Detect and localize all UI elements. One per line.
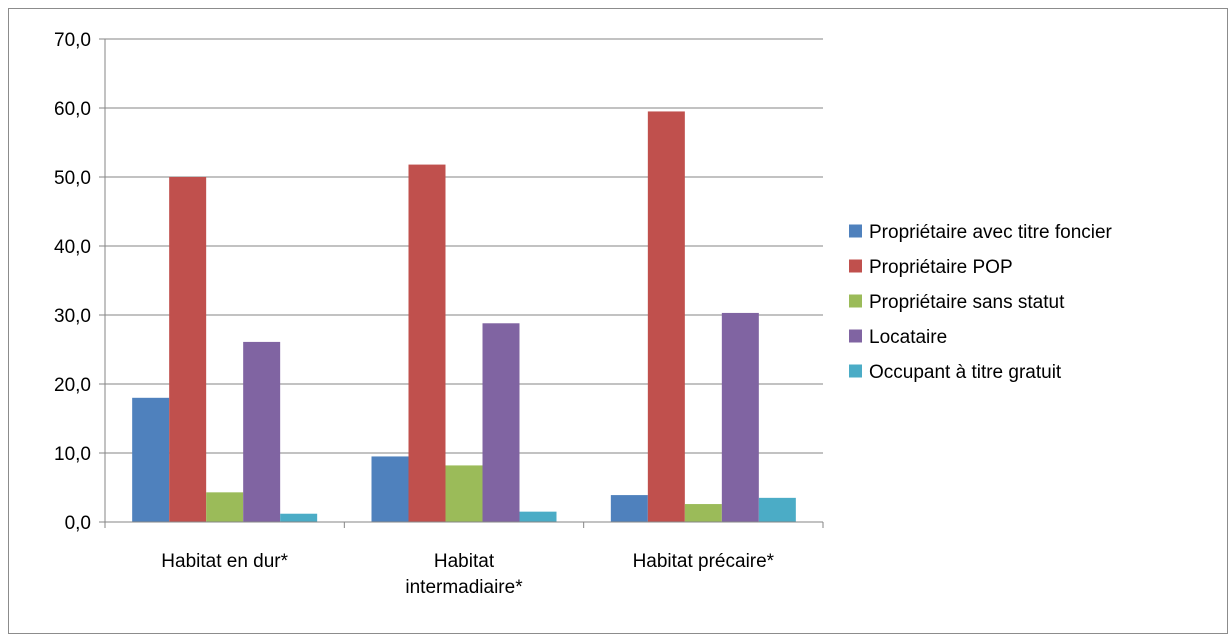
legend-label: Locataire [869, 327, 947, 348]
y-tick-label: 60,0 [54, 99, 91, 120]
axes [99, 38, 824, 528]
bars [132, 111, 796, 522]
y-tick-label: 0,0 [65, 513, 91, 534]
bar-occupant-titre-gratuit-1 [280, 513, 318, 522]
y-tick-label: 30,0 [54, 306, 91, 327]
bar-propri-taire-pop-3 [647, 111, 685, 522]
legend: Propriétaire avec titre foncier Propriéta… [849, 222, 1113, 383]
bar-propri-taire-pop-1 [169, 177, 207, 522]
bar-propri-taire-sans-statut-3 [684, 504, 722, 522]
x-tick-label: Habitat précaire* [633, 551, 775, 572]
bar-propri-taire-pop-2 [408, 164, 446, 522]
legend-label: Propriétaire POP [869, 257, 1013, 278]
tick-labels: 0,0 10,0 20,0 30,0 40,0 50,0 60,0 70,0 Habitat e… [54, 30, 775, 598]
bar-occupant-titre-gratuit-2 [519, 511, 557, 522]
y-tick-label: 10,0 [54, 444, 91, 465]
legend-swatch [849, 294, 862, 308]
y-tick-label: 20,0 [54, 375, 91, 396]
bar-occupant-titre-gratuit-3 [758, 497, 796, 522]
bar-propri-taire-avec-titre-foncier-2 [371, 456, 409, 522]
x-tick-label: Habitat intermadiaire* [405, 551, 523, 598]
legend-label: Propriétaire avec titre foncier [869, 222, 1113, 243]
gridlines [105, 38, 823, 454]
legend-label: Occupant à titre gratuit [869, 362, 1062, 383]
bar-propri-taire-sans-statut-2 [445, 465, 483, 522]
legend-swatch [849, 364, 862, 378]
legend-swatch [849, 259, 862, 273]
bar-propri-taire-avec-titre-foncier-1 [132, 397, 170, 522]
bar-locataire-2 [482, 323, 520, 522]
chart-frame [8, 8, 1228, 634]
y-tick-label: 50,0 [54, 168, 91, 189]
legend-label: Propriétaire sans statut [869, 292, 1065, 313]
bar-locataire-1 [243, 341, 281, 522]
legend-swatch [849, 224, 862, 238]
bar-locataire-3 [721, 312, 759, 522]
y-tick-label: 40,0 [54, 237, 91, 258]
legend-swatch [849, 329, 862, 343]
bar-propri-taire-sans-statut-1 [206, 492, 244, 522]
bar-propri-taire-avec-titre-foncier-3 [610, 495, 648, 522]
y-tick-label: 70,0 [54, 30, 91, 51]
x-tick-label: Habitat en dur* [161, 551, 288, 572]
